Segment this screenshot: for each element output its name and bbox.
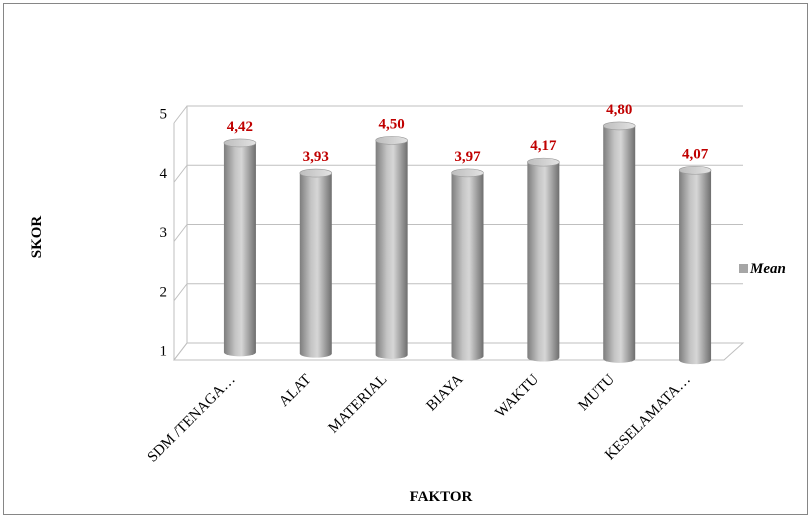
y-axis-title: SKOR: [29, 216, 45, 259]
bar-body: [451, 172, 484, 361]
bar-body: [603, 125, 636, 363]
x-tick-label: MATERIAL: [326, 372, 391, 437]
bar: 4,80: [602, 102, 636, 363]
data-label: 4,42: [227, 119, 253, 135]
legend: Mean: [739, 261, 786, 277]
bars: 4,42 3,93 4,50 3,97 4,17 4,80 4,07: [223, 102, 712, 365]
y-tick-label: 3: [160, 225, 168, 241]
x-tick-label: ALAT: [276, 372, 314, 410]
y-tick-label: 4: [160, 166, 168, 182]
bar-body: [299, 173, 332, 358]
y-tick-label: 5: [160, 107, 168, 123]
bar-cap: [678, 165, 712, 175]
bar: 3,97: [451, 149, 484, 361]
bar: 4,50: [375, 116, 408, 359]
data-label: 4,80: [606, 102, 632, 118]
y-axis-ticks: 1 2 3 4 5: [160, 107, 168, 360]
bar-cap: [527, 157, 560, 167]
gridline-side: [173, 164, 188, 183]
bar-cap: [223, 138, 257, 148]
bar: 4,17: [527, 138, 560, 362]
legend-swatch: [739, 264, 748, 273]
bar-cap: [299, 168, 333, 178]
bar: 4,07: [678, 146, 712, 365]
bar-body: [527, 162, 560, 362]
bar-cap: [451, 168, 484, 178]
legend-label: Mean: [749, 261, 786, 277]
bar: 4,42: [223, 119, 257, 357]
bar-chart: 1 2 3 4 5 4,42 3,93 4,50 3,97 4,17 4,80 4,07 SDM /…: [29, 102, 786, 505]
x-tick-label: WAKTU: [493, 371, 543, 421]
x-tick-label: SDM /TENAGA…: [145, 372, 239, 466]
bar-cap: [602, 121, 636, 131]
x-tick-label: MUTU: [575, 371, 618, 414]
bar-body: [375, 140, 408, 359]
x-tick-label: KESELAMATA…: [602, 372, 694, 464]
x-tick-label: BIAYA: [424, 371, 467, 414]
data-label: 3,97: [454, 149, 481, 165]
gridline-side: [173, 283, 188, 302]
gridline-side: [173, 342, 188, 361]
bar: 3,93: [299, 149, 333, 358]
data-label: 4,17: [530, 138, 557, 154]
chart-frame: 1 2 3 4 5 4,42 3,93 4,50 3,97 4,17 4,80 4,07 SDM /…: [3, 3, 808, 515]
x-axis-categories: SDM /TENAGA… ALAT MATERIAL BIAYA WAKTU MUTUKE…: [145, 371, 694, 465]
data-label: 4,50: [379, 116, 405, 132]
x-axis-title: FAKTOR: [410, 489, 473, 505]
y-tick-label: 1: [160, 344, 168, 360]
bar-cap: [375, 136, 408, 145]
gridline-side: [173, 105, 188, 124]
data-label: 4,07: [682, 146, 709, 162]
y-tick-label: 2: [160, 284, 168, 300]
gridline-side: [173, 224, 188, 242]
bar-body: [223, 142, 256, 357]
bar-body: [679, 170, 712, 365]
data-label: 3,93: [303, 149, 329, 165]
